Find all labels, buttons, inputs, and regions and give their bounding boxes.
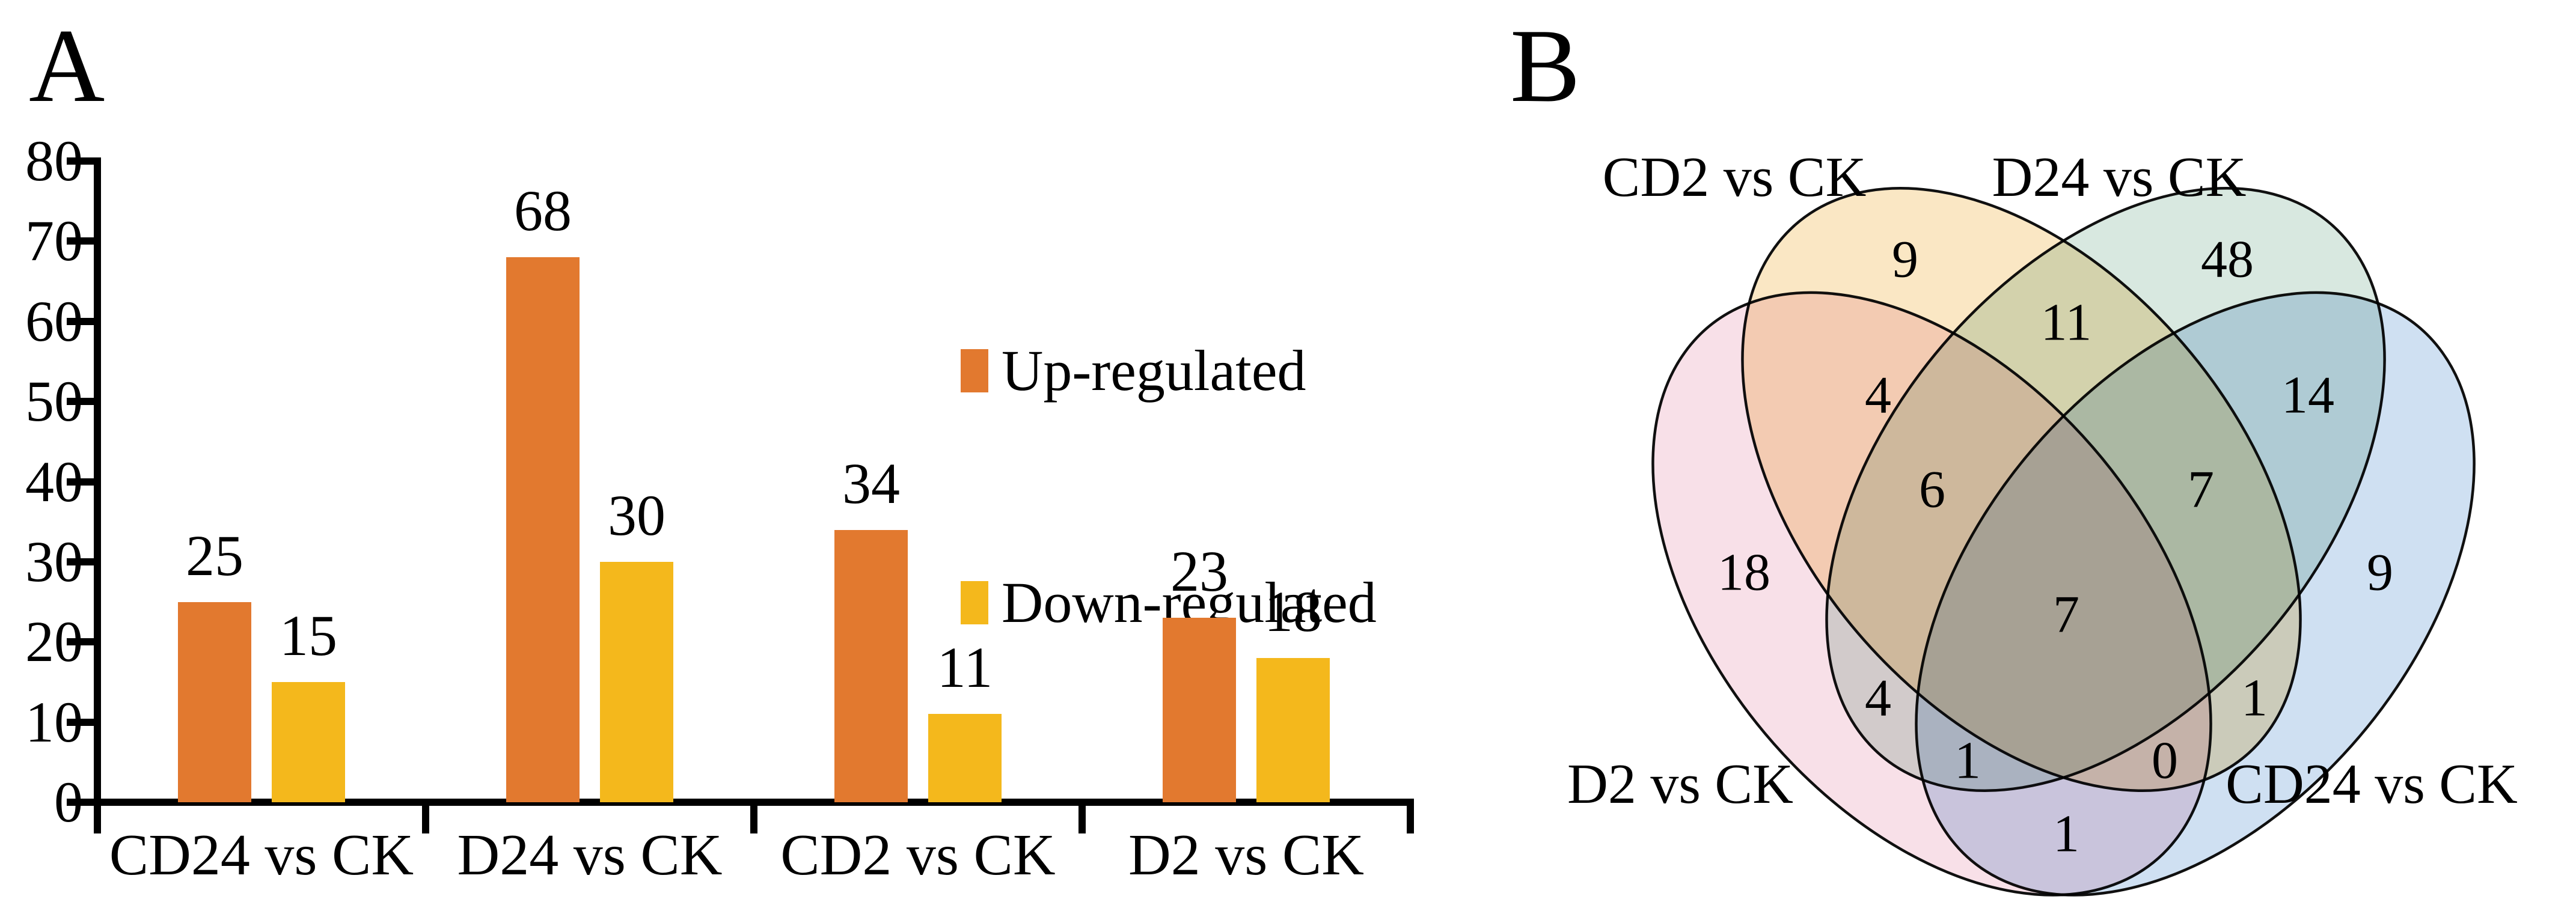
- y-axis-tick-label: 70: [25, 209, 83, 273]
- bar-up-regulated: [506, 257, 580, 802]
- venn-count-d2-cd2-cd24: 0: [2152, 732, 2178, 790]
- x-axis: [94, 799, 1414, 806]
- bar-chart: Up-regulated Down-regulated 0 10 20 30 40 50 6…: [25, 129, 1414, 888]
- legend-item-up: Up-regulated: [961, 338, 1306, 404]
- venn-label-cd24: CD24 vs CK: [2226, 753, 2518, 815]
- bar-down-regulated: [600, 561, 673, 802]
- bar-value-label: 25: [186, 523, 243, 588]
- bar-value-label: 15: [280, 603, 337, 668]
- venn-label-d2: D2 vs CK: [1567, 753, 1793, 815]
- category-label: D24 vs CK: [457, 823, 723, 888]
- bar-value-label: 30: [608, 483, 665, 547]
- venn-count-d24-cd24: 14: [2281, 367, 2334, 425]
- y-axis-tick-label: 40: [25, 449, 83, 514]
- venn-count-all-four: 7: [2053, 586, 2079, 644]
- bar-down-regulated: [928, 714, 1002, 802]
- y-axis-tick-label: 30: [25, 529, 83, 594]
- bar-down-regulated: [272, 681, 345, 802]
- y-axis-tick: [67, 799, 94, 806]
- panel-a-letter: A: [29, 7, 105, 124]
- bar-value-label: 34: [842, 451, 900, 516]
- bar-value-label: 11: [937, 635, 993, 700]
- bar-up-regulated: [1163, 618, 1236, 802]
- venn-count-d2-cd2-d24: 6: [1919, 461, 1945, 519]
- x-axis-tick: [1078, 806, 1086, 833]
- legend-swatch-up: [961, 349, 988, 392]
- venn-count-cd2-d24-cd24: 7: [2188, 461, 2214, 519]
- bar-up-regulated: [834, 529, 908, 802]
- y-axis-tick-label: 10: [25, 689, 83, 754]
- x-axis-tick: [422, 806, 429, 833]
- category-label: CD2 vs CK: [780, 823, 1056, 888]
- category-label: CD24 vs CK: [109, 823, 414, 888]
- legend-label-up: Up-regulated: [1002, 338, 1306, 403]
- legend-swatch-down: [961, 581, 988, 624]
- y-axis-tick: [67, 398, 94, 406]
- venn-label-d24: D24 vs CK: [1992, 146, 2246, 209]
- x-axis-tick: [750, 806, 757, 833]
- y-axis-tick-label: 50: [25, 369, 83, 434]
- category-label: D2 vs CK: [1128, 823, 1365, 888]
- x-axis-tick: [1407, 806, 1414, 833]
- venn-count-cd2-cd24: 1: [2241, 669, 2268, 728]
- y-axis: [94, 157, 101, 806]
- y-axis-tick: [67, 157, 94, 165]
- y-axis-tick: [67, 478, 94, 486]
- bar-up-regulated: [178, 602, 251, 802]
- venn-count-cd24-only: 9: [2367, 544, 2393, 602]
- venn-count-d2-cd2: 4: [1865, 367, 1891, 425]
- bar-value-label: 18: [1264, 579, 1322, 644]
- panel-b-letter: B: [1510, 7, 1580, 124]
- x-axis-tick: [94, 806, 101, 833]
- y-axis-tick: [67, 317, 94, 325]
- y-axis-tick-label: 20: [25, 609, 83, 674]
- venn-count-d24-only: 48: [2201, 231, 2254, 289]
- venn-count-cd2-d24: 11: [2041, 294, 2092, 352]
- bar-value-label: 68: [514, 178, 572, 243]
- y-axis-tick-label: 0: [54, 770, 83, 834]
- y-axis-tick: [67, 237, 94, 245]
- y-axis-tick-label: 80: [25, 129, 83, 193]
- y-axis-tick: [67, 638, 94, 646]
- y-axis-tick-label: 60: [25, 288, 83, 353]
- venn-count-d2-d24: 4: [1865, 669, 1891, 728]
- venn-label-cd2: CD2 vs CK: [1603, 146, 1867, 209]
- y-axis-tick: [67, 558, 94, 565]
- venn-count-d2-cd24: 1: [2053, 805, 2079, 864]
- venn-count-cd2-only: 9: [1892, 231, 1918, 289]
- venn-diagram: CD2 vs CK D24 vs CK D2 vs CK CD24 vs CK …: [1567, 146, 2572, 914]
- venn-count-d2-d24-cd24: 1: [1954, 732, 1981, 790]
- bar-value-label: 23: [1170, 539, 1228, 604]
- venn-count-d2-only: 18: [1718, 544, 1770, 602]
- y-axis-tick: [67, 718, 94, 726]
- venn-ellipse-cd24: [1819, 172, 2572, 914]
- bar-down-regulated: [1256, 657, 1330, 802]
